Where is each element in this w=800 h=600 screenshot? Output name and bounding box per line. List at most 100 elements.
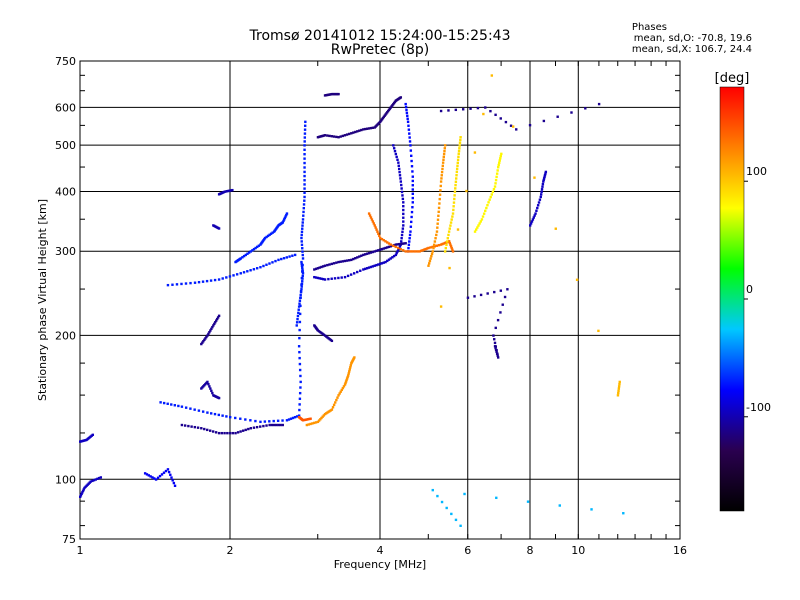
data-point (405, 108, 408, 112)
data-point (401, 194, 404, 197)
data-point (352, 272, 356, 275)
data-point (345, 259, 349, 262)
data-point (437, 214, 440, 217)
data-point (217, 314, 221, 318)
data-point (432, 243, 436, 247)
data-point (486, 292, 489, 295)
data-point (342, 385, 346, 388)
data-point (389, 243, 392, 246)
data-point (458, 141, 462, 144)
data-point (373, 264, 376, 267)
data-point (228, 431, 232, 435)
data-point (303, 166, 306, 169)
data-point (298, 336, 301, 340)
data-point (159, 401, 162, 404)
data-point (204, 337, 207, 340)
data-point (229, 415, 232, 419)
data-point (529, 222, 533, 225)
colorbar-tick-label: 100 (746, 165, 767, 178)
data-point (411, 250, 414, 253)
data-point (285, 419, 289, 422)
chart-subtitle: RwPretec (8p) (330, 42, 430, 58)
data-point (392, 147, 396, 150)
data-point (79, 494, 83, 497)
data-point (249, 427, 253, 430)
data-point (448, 227, 451, 230)
data-point (303, 191, 306, 194)
data-point (383, 114, 386, 117)
data-point (397, 164, 400, 168)
data-point (404, 105, 408, 109)
data-point (495, 348, 498, 352)
data-point (540, 188, 544, 191)
data-point (408, 132, 411, 135)
data-point (396, 158, 399, 161)
data-point (437, 206, 441, 210)
data-point (544, 170, 548, 174)
data-point (304, 418, 307, 421)
data-point (369, 216, 373, 219)
data-point (91, 433, 95, 437)
data-point (450, 512, 453, 516)
data-point (435, 244, 439, 247)
data-point (380, 237, 384, 241)
data-point (381, 117, 385, 120)
data-point (418, 250, 421, 253)
data-point (239, 272, 242, 275)
data-point (409, 230, 412, 233)
data-point (239, 417, 242, 420)
data-point (295, 415, 299, 418)
data-point (303, 418, 306, 422)
data-point (499, 154, 502, 158)
data-point (616, 394, 620, 397)
data-point (296, 317, 299, 321)
data-point (226, 189, 229, 193)
data-point (331, 406, 335, 409)
data-point (209, 429, 212, 432)
data-point (301, 247, 304, 250)
phase-stats-heading: Phases (631, 22, 667, 33)
data-point (298, 299, 302, 303)
data-point (293, 415, 297, 419)
data-point (259, 420, 262, 424)
data-point (343, 275, 347, 279)
data-point (377, 249, 380, 252)
data-point (189, 281, 192, 285)
data-point (480, 218, 484, 221)
data-point (408, 140, 412, 143)
chart-title: Tromsø 20141012 15:24:00-15:25:43 (249, 28, 511, 44)
data-point (454, 180, 458, 184)
data-point (496, 352, 499, 356)
data-point (407, 128, 411, 131)
data-point (205, 279, 209, 283)
colorbar (719, 86, 745, 512)
data-point (407, 124, 410, 127)
data-point (541, 185, 544, 188)
data-point (389, 245, 392, 248)
data-point (322, 414, 326, 417)
data-point (189, 407, 192, 410)
data-point (173, 404, 177, 407)
data-point (231, 431, 235, 435)
phase-stats-x: mean, sd,X: 106.7, 24.4 (631, 44, 752, 55)
data-point (456, 158, 460, 162)
data-point (411, 192, 414, 195)
data-point (404, 242, 407, 245)
data-point (252, 426, 256, 429)
data-point (410, 210, 414, 214)
data-point (263, 236, 267, 240)
data-point (303, 195, 306, 199)
data-point (347, 372, 350, 375)
data-point (272, 419, 275, 423)
data-point (79, 495, 82, 498)
data-point (377, 263, 380, 266)
data-point (239, 430, 242, 433)
data-point (396, 250, 399, 253)
data-point (454, 518, 458, 522)
data-point (533, 214, 536, 217)
data-point (302, 210, 305, 214)
data-point (207, 332, 210, 336)
y-tick-label: 400 (55, 185, 76, 198)
data-point (247, 427, 250, 431)
data-point (397, 167, 401, 171)
